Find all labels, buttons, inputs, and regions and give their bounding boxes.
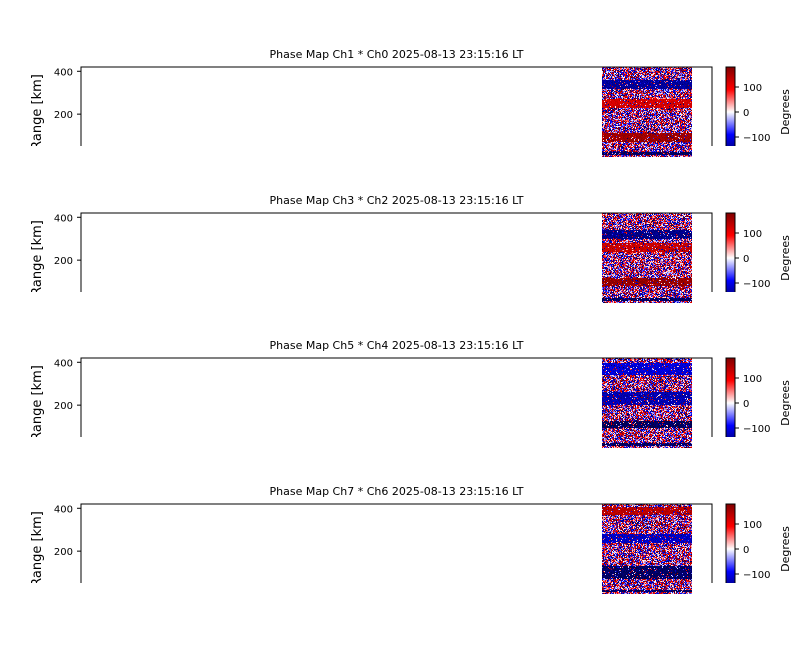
- chart-panel: Phase Map Ch7 * Ch6 2025-08-13 23:15:16 …: [0, 437, 800, 594]
- axes-frame: [80, 212, 713, 292]
- y-axis-label: Range [km]: [30, 220, 45, 292]
- chart-title: Phase Map Ch5 * Ch4 2025-08-13 23:15:16 …: [270, 339, 524, 352]
- colorbar: [725, 212, 736, 292]
- colorbar-tick-label: 0: [743, 399, 749, 410]
- chart-panel: Phase Map Ch1 * Ch0 2025-08-13 23:15:16 …: [0, 0, 800, 157]
- chart-title: Phase Map Ch3 * Ch2 2025-08-13 23:15:16 …: [270, 194, 524, 207]
- colorbar-tick-label: 0: [743, 108, 749, 119]
- y-tick-label: 400: [54, 504, 73, 515]
- y-axis-label: Range [km]: [30, 365, 45, 437]
- chart-svg: Phase Map Ch3 * Ch2 2025-08-13 23:15:16 …: [270, 194, 524, 207]
- chart-panel: Phase Map Ch3 * Ch2 2025-08-13 23:15:16 …: [0, 146, 800, 303]
- heatmap-image: [602, 358, 692, 448]
- colorbar-tick-label: −100: [743, 279, 770, 290]
- colorbar-tick-label: −100: [743, 570, 770, 581]
- colorbar: [725, 66, 736, 146]
- chart-svg: Phase Map Ch7 * Ch6 2025-08-13 23:15:16 …: [270, 485, 524, 498]
- colorbar-tick-label: 0: [743, 254, 749, 265]
- y-tick-label: 200: [54, 110, 73, 121]
- colorbar-tick-label: 100: [743, 374, 762, 385]
- chart-title: Phase Map Ch7 * Ch6 2025-08-13 23:15:16 …: [270, 485, 524, 498]
- y-tick-label: 200: [54, 256, 73, 267]
- y-tick-label: 200: [54, 401, 73, 412]
- chart-title: Phase Map Ch1 * Ch0 2025-08-13 23:15:16 …: [270, 48, 524, 61]
- heatmap-image: [602, 504, 692, 594]
- y-axis-label: Range [km]: [30, 511, 45, 583]
- axes-frame: [80, 357, 713, 437]
- colorbar-label: Degrees: [779, 380, 792, 426]
- chart-panel: Phase Map Ch5 * Ch4 2025-08-13 23:15:16 …: [0, 291, 800, 448]
- y-axis-label: Range [km]: [30, 74, 45, 146]
- chart-svg: Phase Map Ch1 * Ch0 2025-08-13 23:15:16 …: [270, 48, 524, 61]
- y-tick-label: 200: [54, 547, 73, 558]
- colorbar-label: Degrees: [779, 526, 792, 572]
- y-tick-label: 400: [54, 358, 73, 369]
- colorbar-tick-label: 100: [743, 83, 762, 94]
- colorbar: [725, 357, 736, 437]
- heatmap-image: [602, 213, 692, 303]
- colorbar-tick-label: −100: [743, 424, 770, 435]
- colorbar-tick-label: 100: [743, 229, 762, 240]
- colorbar-tick-label: 0: [743, 545, 749, 556]
- chart-svg: Phase Map Ch5 * Ch4 2025-08-13 23:15:16 …: [270, 339, 524, 352]
- axes-overlay: 00:0003:0006:0009:0012:0015:0018:0021:00…: [30, 66, 792, 146]
- axes-overlay: 00:0003:0006:0009:0012:0015:0018:0021:00…: [30, 212, 792, 292]
- colorbar-label: Degrees: [779, 89, 792, 135]
- colorbar-tick-label: −100: [743, 133, 770, 144]
- axes-overlay: 00:0003:0006:0009:0012:0015:0018:0021:00…: [30, 503, 792, 583]
- y-tick-label: 400: [54, 67, 73, 78]
- colorbar-tick-label: 100: [743, 520, 762, 531]
- axes-overlay: 00:0003:0006:0009:0012:0015:0018:0021:00…: [30, 357, 792, 437]
- colorbar-label: Degrees: [779, 235, 792, 281]
- y-tick-label: 400: [54, 213, 73, 224]
- colorbar: [725, 503, 736, 583]
- axes-frame: [80, 503, 713, 583]
- axes-frame: [80, 66, 713, 146]
- heatmap-image: [602, 67, 692, 157]
